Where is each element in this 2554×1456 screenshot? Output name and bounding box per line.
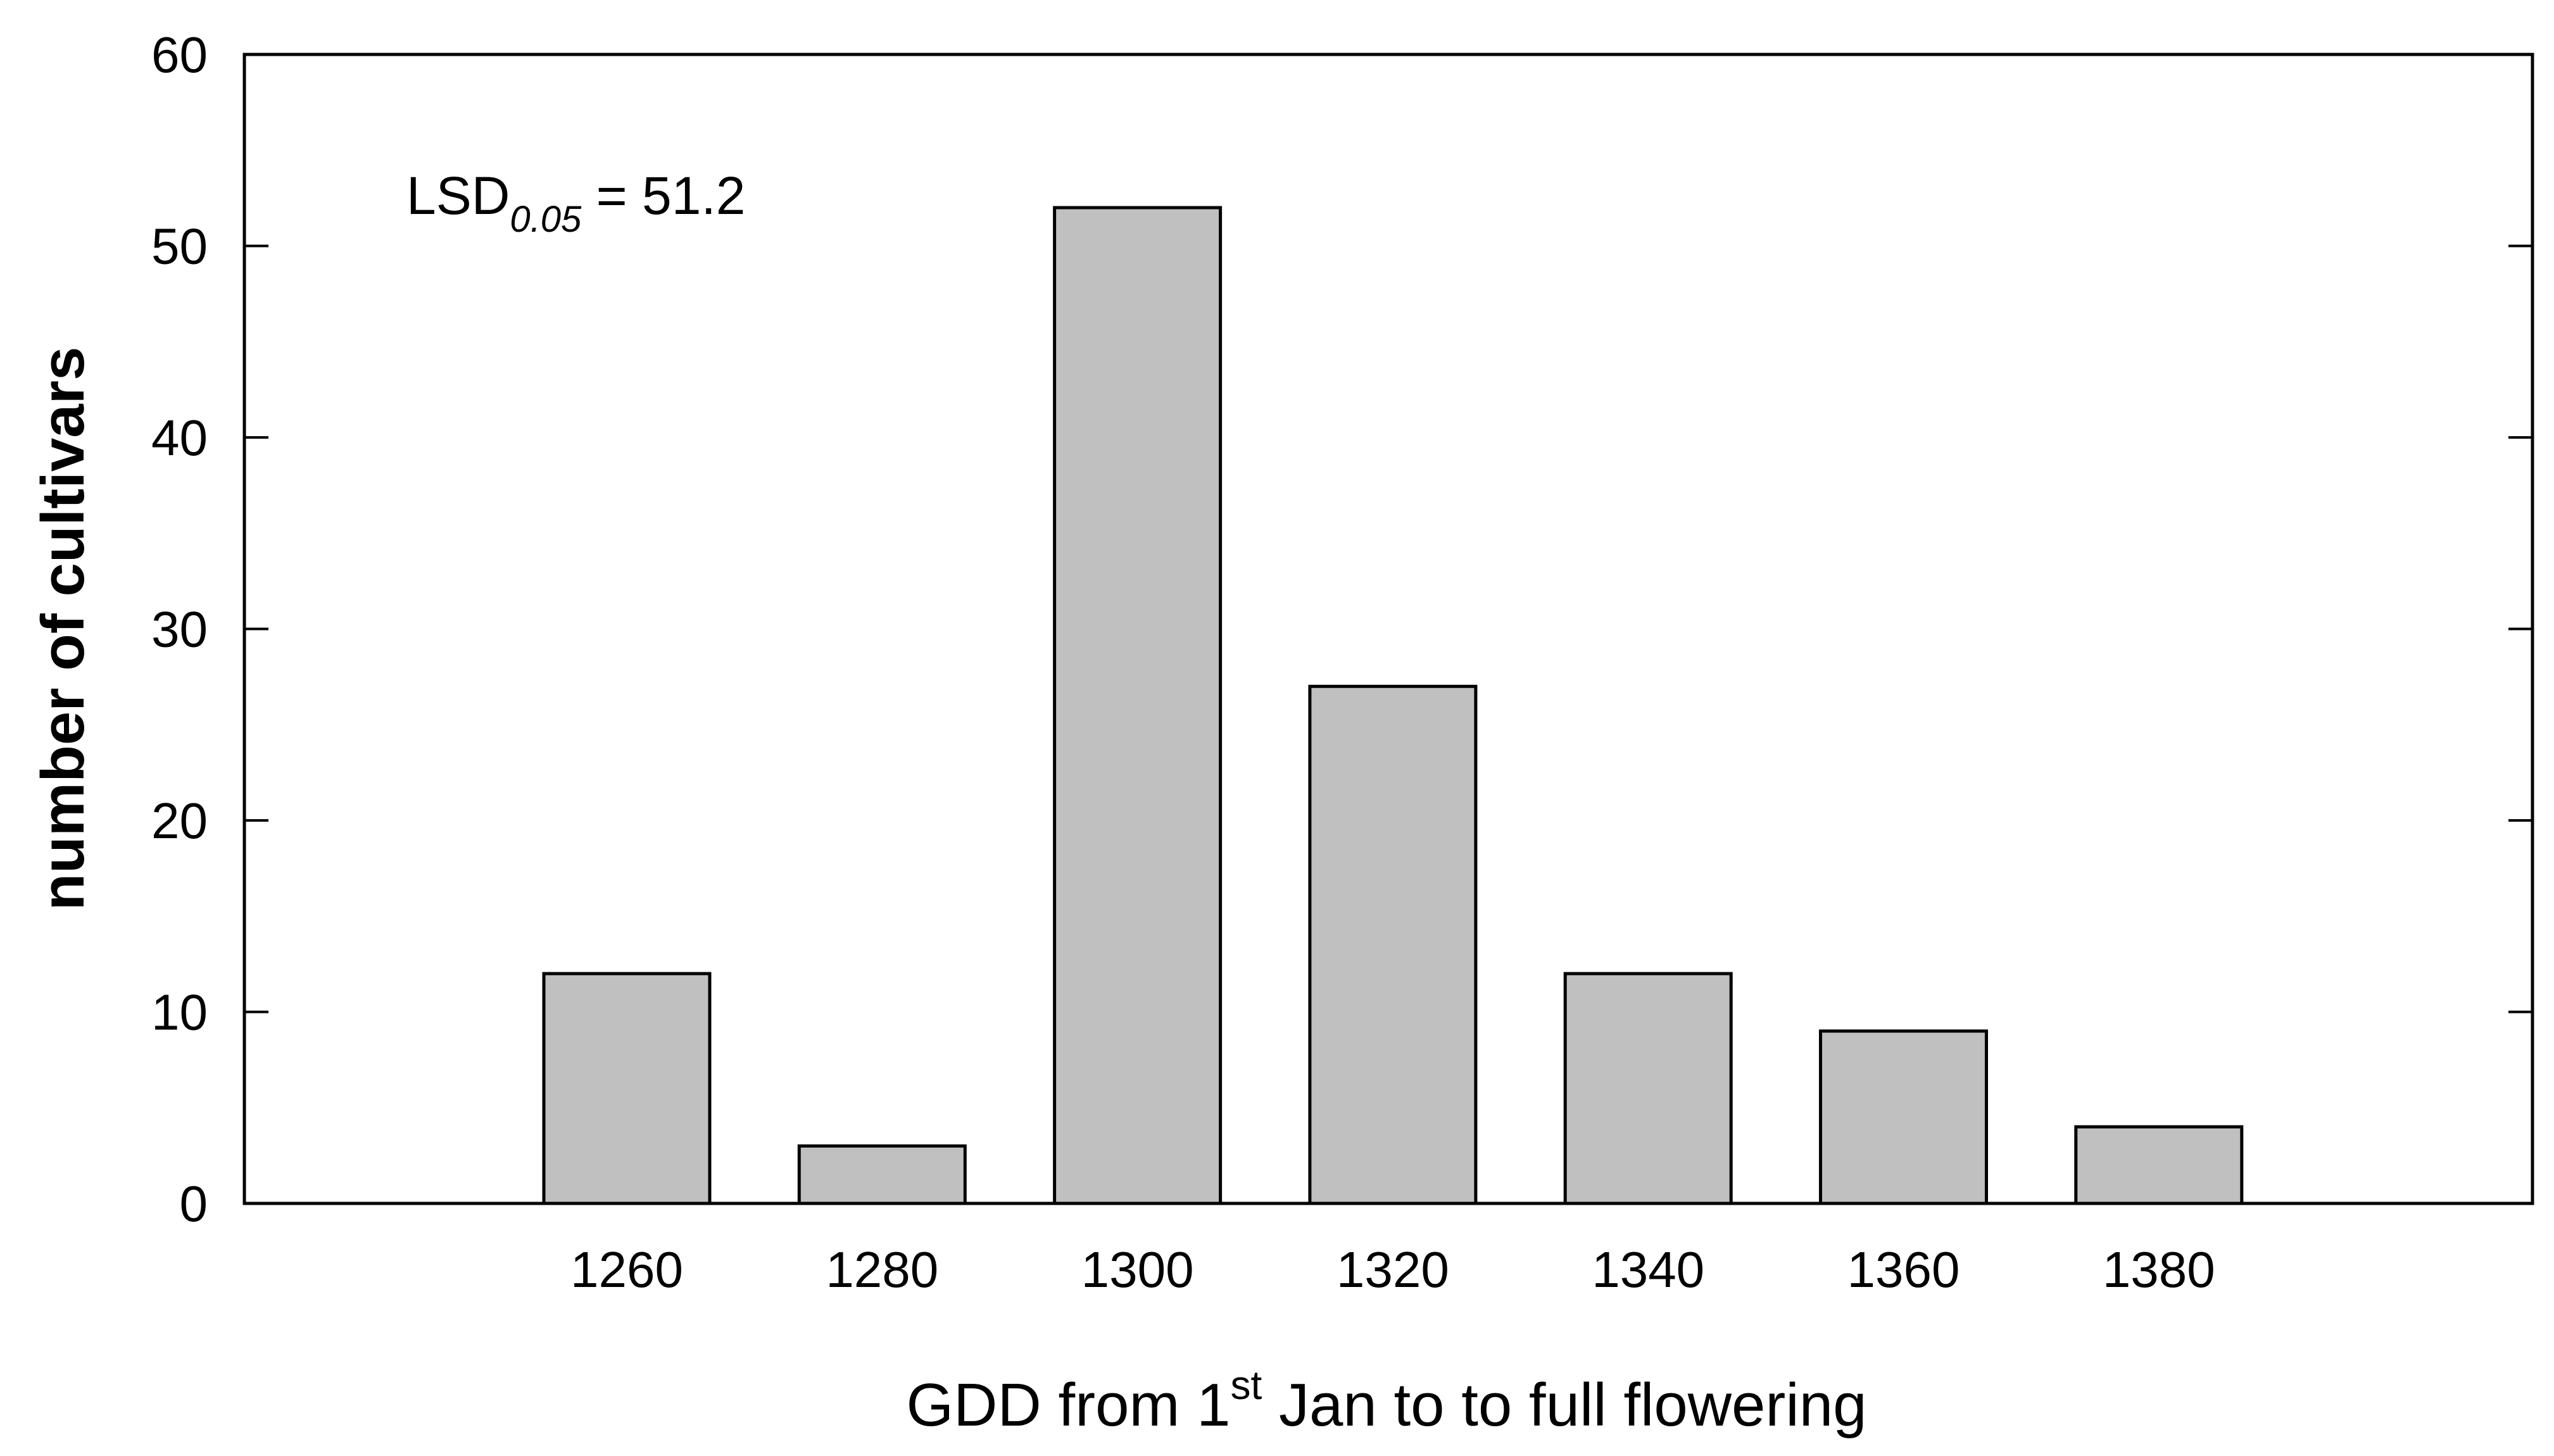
bar [1053, 206, 1223, 1205]
lsd-annotation-suffix: = 51.2 [581, 166, 745, 225]
bar [542, 972, 712, 1205]
y-tick-label: 60 [151, 27, 208, 83]
lsd-annotation-prefix: LSD [406, 166, 510, 225]
y-tick-label: 20 [151, 793, 208, 849]
y-tick-label: 30 [151, 601, 208, 658]
bar [797, 1144, 967, 1205]
x-axis-title-prefix: GDD from 1 [906, 1371, 1230, 1439]
x-axis-ticks: 1260 1280 1300 1320 1340 1360 1380 [570, 1241, 2215, 1298]
x-tick-label: 1260 [570, 1241, 683, 1298]
x-axis-title-suffix: Jan to to full flowering [1262, 1371, 1866, 1439]
y-tick-label: 0 [180, 1176, 208, 1232]
x-tick-label: 1380 [2103, 1241, 2215, 1298]
x-tick-label: 1320 [1337, 1241, 1449, 1298]
x-tick-label: 1360 [1847, 1241, 1960, 1298]
bar [1308, 684, 1478, 1205]
x-axis-title-superscript: st [1231, 1362, 1262, 1408]
bar [1563, 972, 1733, 1205]
y-tick-label: 50 [151, 218, 208, 275]
bar [1819, 1029, 1988, 1205]
y-axis-title: number of cultivars [29, 347, 97, 911]
lsd-annotation: LSD0.05 = 51.2 [406, 166, 746, 240]
bars [542, 206, 2244, 1205]
x-axis-title: GDD from 1st Jan to to full flowering [906, 1362, 1866, 1439]
x-tick-label: 1340 [1592, 1241, 1704, 1298]
lsd-annotation-subscript: 0.05 [510, 199, 582, 240]
x-tick-label: 1300 [1081, 1241, 1194, 1298]
x-tick-label: 1280 [826, 1241, 938, 1298]
y-tick-label: 10 [151, 984, 208, 1041]
bar [2074, 1125, 2244, 1205]
y-axis-ticks: 0 10 20 30 40 50 60 [151, 27, 2532, 1232]
y-tick-label: 40 [151, 410, 208, 466]
